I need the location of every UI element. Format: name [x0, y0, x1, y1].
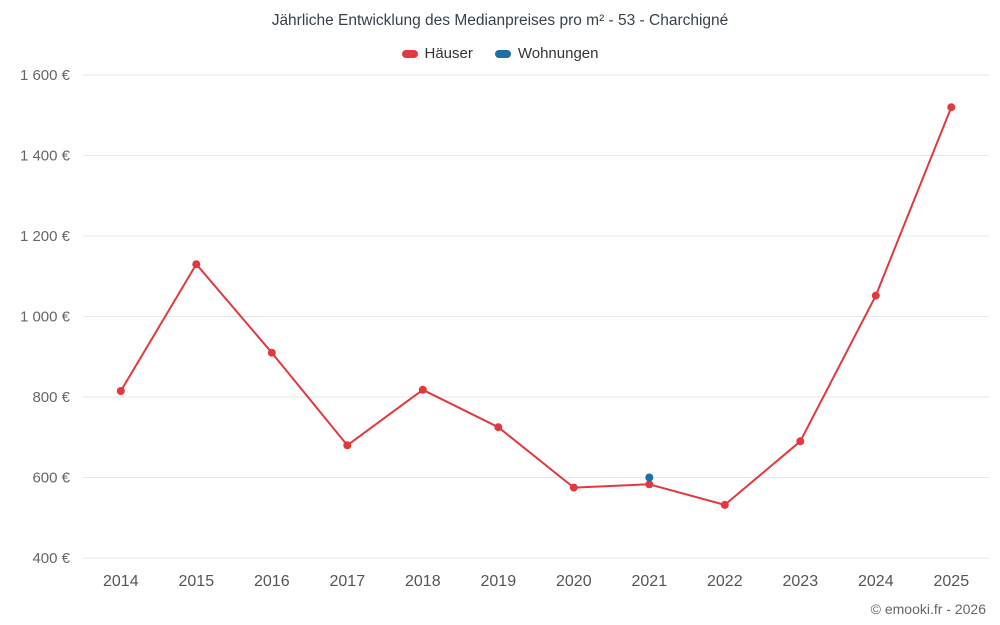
y-axis-tick-label: 1 600 € [20, 67, 71, 84]
data-point-häuser-2021[interactable] [645, 480, 654, 489]
y-axis-tick-label: 1 400 € [20, 148, 71, 165]
data-point-häuser-2017[interactable] [343, 441, 352, 450]
x-axis-tick-label: 2024 [858, 573, 894, 590]
data-point-häuser-2016[interactable] [267, 348, 276, 357]
data-point-häuser-2019[interactable] [494, 423, 503, 432]
data-point-häuser-2023[interactable] [796, 437, 805, 446]
y-axis-tick-label: 800 € [32, 389, 70, 406]
legend-swatch-wohnungen-icon [494, 49, 511, 58]
y-axis-tick-label: 1 000 € [20, 309, 71, 326]
y-axis-tick-label: 600 € [32, 470, 70, 487]
x-axis-tick-label: 2025 [934, 573, 970, 590]
x-axis-tick-label: 2020 [556, 573, 592, 590]
data-point-häuser-2024[interactable] [871, 291, 880, 300]
legend-swatch-hauser-icon [401, 49, 418, 58]
legend-item-hauser[interactable]: Häuser [401, 45, 473, 62]
data-point-häuser-2020[interactable] [569, 483, 578, 492]
credit-link[interactable]: © emooki.fr - 2026 [870, 601, 986, 617]
series-line-häuser [119, 106, 953, 506]
data-point-wohnungen-2021[interactable] [645, 473, 654, 482]
x-axis-tick-label: 2014 [103, 573, 139, 590]
data-point-häuser-2018[interactable] [418, 385, 427, 394]
x-axis-tick-label: 2019 [481, 573, 517, 590]
x-axis-tick-label: 2015 [179, 573, 215, 590]
legend-label-wohnungen: Wohnungen [517, 45, 599, 62]
data-point-häuser-2015[interactable] [192, 260, 201, 269]
legend-label-hauser: Häuser [424, 45, 473, 62]
data-point-häuser-2014[interactable] [116, 387, 125, 395]
chart-title: Jährliche Entwicklung des Medianpreises … [271, 12, 729, 29]
x-axis-tick-label: 2018 [405, 573, 441, 590]
data-point-häuser-2025[interactable] [947, 103, 956, 112]
x-axis-tick-label: 2021 [632, 573, 668, 590]
x-axis-tick-label: 2017 [330, 573, 366, 590]
chart-legend: Häuser Wohnungen [0, 45, 1000, 62]
y-axis-tick-label: 1 200 € [20, 228, 71, 245]
y-axis-tick-label: 400 € [32, 550, 70, 567]
x-axis-tick-label: 2022 [707, 573, 743, 590]
x-axis-tick-label: 2023 [783, 573, 819, 590]
data-point-häuser-2022[interactable] [720, 500, 729, 509]
x-axis-tick-label: 2016 [254, 573, 290, 590]
legend-item-wohnungen[interactable]: Wohnungen [494, 45, 599, 62]
